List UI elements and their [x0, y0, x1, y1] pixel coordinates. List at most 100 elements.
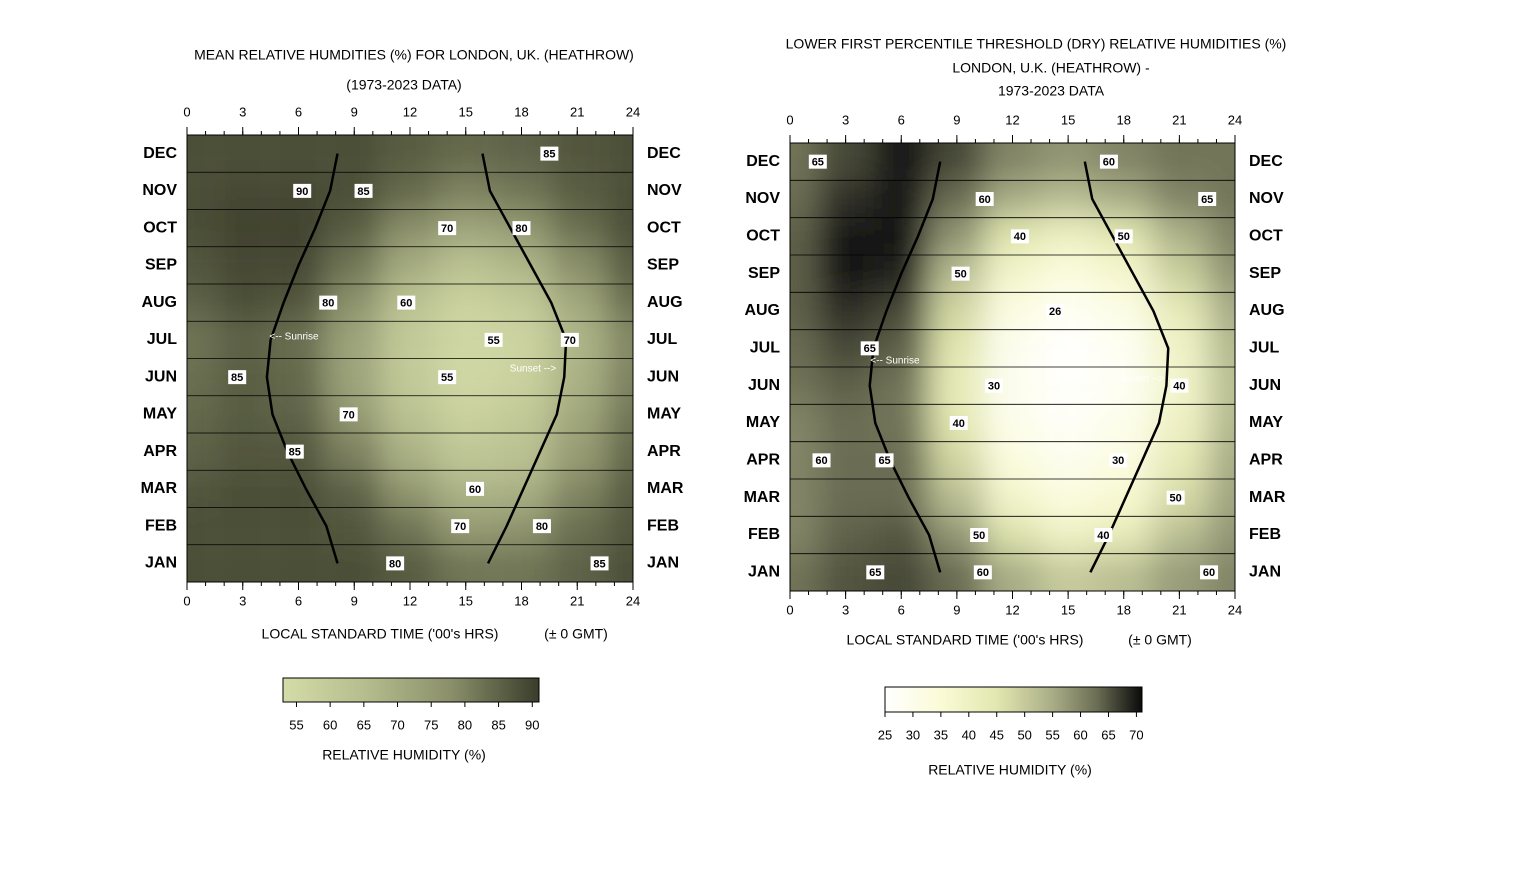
heat-cell	[1207, 516, 1235, 554]
heat-cell	[326, 470, 383, 508]
heat-cell	[984, 292, 1041, 330]
contour-label: 26	[1049, 306, 1061, 318]
heat-cell	[1040, 180, 1096, 218]
contour-label: 50	[973, 530, 985, 542]
sun-curve	[265, 153, 339, 564]
heat-cell	[187, 433, 215, 471]
heat-cell	[605, 284, 633, 322]
x-tick-label: 15	[1061, 602, 1075, 617]
label-box	[532, 519, 551, 534]
contour-label: 65	[864, 343, 876, 355]
annotation: <-- Sunrise	[870, 356, 920, 367]
label-box	[875, 453, 894, 468]
x-tick-label: 6	[898, 112, 905, 127]
heat-cell	[437, 321, 494, 359]
label-box	[1200, 565, 1219, 580]
heat-cell	[382, 209, 438, 247]
label-box	[1166, 490, 1185, 505]
label-box	[354, 183, 373, 198]
heat-cell	[790, 217, 818, 255]
chart-title: MEAN RELATIVE HUMDITIES (%) FOR LONDON, …	[194, 47, 634, 63]
heat-cell	[1095, 329, 1152, 367]
label-box	[560, 332, 579, 347]
heat-cell	[873, 367, 930, 405]
heat-cell	[790, 553, 818, 591]
heat-cell	[817, 479, 874, 517]
x-tick-label: 21	[570, 104, 584, 119]
label-box	[339, 407, 358, 422]
x-tick-label: 24	[1228, 112, 1242, 127]
x-tick-label: 6	[295, 104, 302, 119]
heat-cell	[873, 404, 930, 442]
month-label: MAR	[1249, 489, 1286, 506]
heat-cell	[326, 246, 383, 284]
heat-cell	[984, 441, 1041, 479]
heat-cell	[873, 180, 930, 218]
heat-cell	[1040, 255, 1096, 293]
heat-cell	[1151, 143, 1208, 181]
heat-cell	[817, 367, 874, 405]
heat-cell	[382, 172, 438, 210]
label-box	[466, 481, 485, 496]
x-tick-label: 21	[570, 593, 584, 608]
chart-subtitle: LONDON, U.K. (HEATHROW) -	[952, 60, 1150, 76]
heat-cell	[873, 143, 930, 181]
heat-cell	[1040, 329, 1096, 367]
heat-cell	[817, 255, 874, 293]
heat-cell	[1040, 217, 1096, 255]
label-box	[970, 528, 989, 542]
label-box	[975, 192, 994, 206]
month-label: JUN	[145, 368, 177, 385]
heat-cell	[326, 507, 383, 545]
heat-cell	[187, 209, 215, 247]
heat-cell	[493, 135, 550, 173]
heat-cell	[1095, 404, 1152, 442]
label-box	[438, 370, 457, 385]
heat-cell	[605, 395, 633, 433]
month-label: JAN	[145, 555, 177, 572]
contour-label: 40	[1014, 231, 1026, 243]
label-box	[512, 221, 531, 236]
heat-cell	[214, 246, 271, 284]
colorbar-label: RELATIVE HUMIDITY (%)	[928, 762, 1092, 778]
label-box	[812, 453, 831, 468]
heat-cell	[1207, 329, 1235, 367]
heat-cell	[549, 433, 606, 471]
heat-cell	[437, 172, 494, 210]
heat-cell	[605, 321, 633, 359]
month-label: MAR	[744, 489, 781, 506]
heat-cell	[1151, 255, 1208, 293]
x-tick-label: 18	[514, 104, 528, 119]
heat-cell	[214, 209, 271, 247]
heat-cell	[605, 470, 633, 508]
heat-cell	[270, 209, 327, 247]
heat-cell	[1040, 516, 1096, 554]
heat-cell	[605, 358, 633, 396]
label-box	[590, 556, 609, 571]
heat-cell	[493, 321, 550, 359]
label-box	[451, 519, 470, 534]
heat-cell	[790, 516, 818, 554]
heat-cell	[270, 544, 327, 582]
label-box	[1109, 453, 1128, 468]
heat-cell	[270, 135, 327, 173]
x-tick-label: 18	[1117, 112, 1131, 127]
heat-cell	[214, 135, 271, 173]
heat-cell	[817, 143, 874, 181]
x-tick-label: 21	[1172, 602, 1186, 617]
month-label: APR	[143, 443, 177, 460]
heat-cell	[493, 284, 550, 322]
contour-label: 85	[593, 558, 605, 570]
heat-cell	[382, 358, 438, 396]
heat-cell	[1151, 553, 1208, 591]
month-label: MAY	[746, 414, 780, 431]
heat-cell	[817, 404, 874, 442]
heat-cell	[1151, 329, 1208, 367]
month-label: OCT	[647, 219, 681, 236]
label-box	[438, 221, 457, 236]
heat-cell	[790, 255, 818, 293]
heat-cell	[1095, 479, 1152, 517]
month-label: NOV	[142, 182, 177, 199]
label-box	[293, 183, 312, 198]
